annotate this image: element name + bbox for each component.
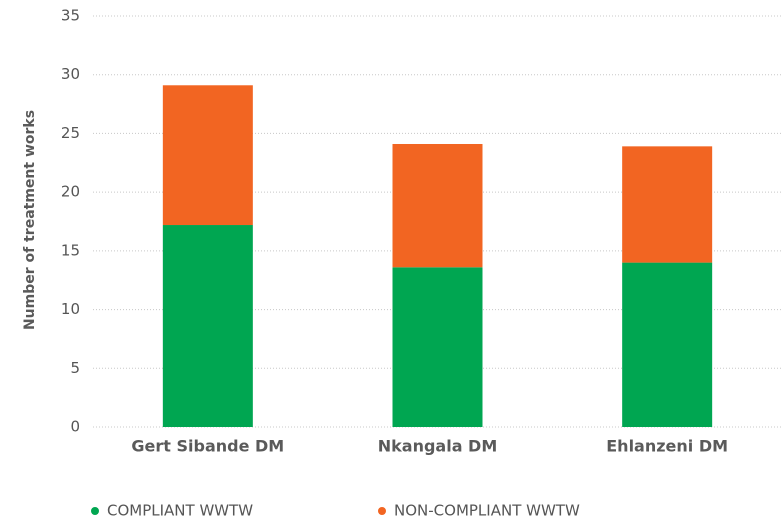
y-tick-label: 15 — [61, 241, 80, 259]
y-tick-label: 10 — [61, 300, 80, 318]
x-tick-label: Nkangala DM — [378, 437, 498, 456]
y-tick-label: 30 — [61, 65, 80, 83]
bar-segment — [392, 143, 483, 268]
legend-marker — [91, 507, 99, 515]
bar-segment — [162, 225, 253, 427]
y-tick-label: 25 — [61, 124, 80, 142]
legend-marker — [378, 507, 386, 515]
x-tick-label: Ehlanzeni DM — [606, 437, 728, 456]
bar-segment — [622, 262, 713, 427]
y-axis-title: Number of treatment works — [22, 110, 38, 330]
y-tick-label: 0 — [70, 418, 80, 436]
legend-label: NON-COMPLIANT WWTW — [394, 502, 580, 520]
bar-segment — [622, 146, 713, 263]
bar-segment — [162, 85, 253, 226]
y-tick-label: 20 — [61, 183, 80, 201]
x-tick-label: Gert Sibande DM — [131, 437, 284, 456]
y-tick-label: 5 — [70, 359, 80, 377]
legend-label: COMPLIANT WWTW — [107, 502, 253, 520]
bar-segment — [392, 267, 483, 427]
y-tick-label: 35 — [61, 7, 80, 25]
